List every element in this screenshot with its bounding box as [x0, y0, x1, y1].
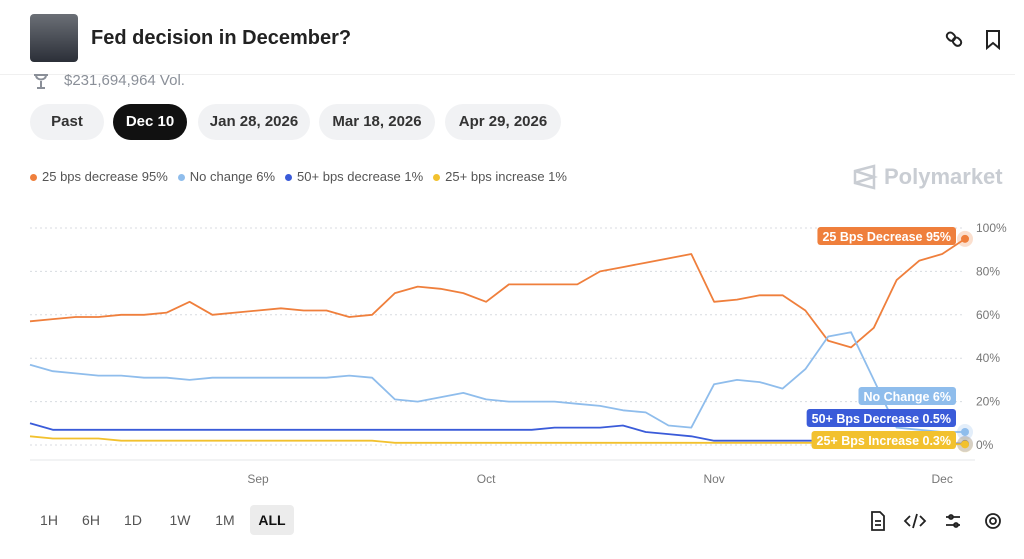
end-label-box — [858, 387, 956, 405]
end-dot — [961, 427, 969, 436]
x-tick-label: Nov — [703, 472, 724, 486]
chart-tools[interactable] — [868, 510, 1008, 532]
legend-item: 25+ bps increase 1% — [433, 169, 567, 184]
watermark-logo — [853, 164, 878, 190]
end-dot — [961, 440, 969, 449]
y-tick-label: 0% — [976, 438, 994, 452]
y-tick-label: 100% — [976, 221, 1007, 235]
header-icons[interactable] — [944, 28, 1004, 50]
legend-label: No change 6% — [189, 169, 276, 184]
series-line — [29, 435, 966, 446]
legend-dot — [285, 174, 293, 182]
chart: 0% 20% 40% 60% 80% 100% Sep Oct Nov Dec 25 Bps Dec… — [29, 221, 1007, 486]
end-label-box — [811, 431, 956, 449]
legend-dot — [177, 174, 185, 182]
date-tab[interactable]: Apr 29, 2026 — [445, 104, 561, 140]
y-tick-label: 20% — [976, 395, 1000, 409]
legend-label: 25+ bps increase 1% — [445, 169, 567, 184]
date-tab[interactable]: Mar 18, 2026 — [319, 104, 435, 140]
end-label: 50+ Bps Decrease 0.5% — [812, 412, 951, 426]
market-title: Fed decision in December? — [91, 27, 352, 49]
x-tick-label: Dec — [932, 472, 953, 486]
series-line — [29, 238, 966, 349]
end-label-box — [806, 409, 956, 427]
legend-label: 25 bps decrease 95% — [42, 169, 168, 184]
range-button[interactable]: 1H — [40, 512, 58, 528]
y-tick-label: 60% — [976, 308, 1000, 322]
legend-dot — [433, 174, 441, 182]
date-tab[interactable]: Past — [30, 104, 104, 140]
date-tab[interactable]: Dec 10 — [113, 104, 187, 140]
market-avatar — [30, 14, 78, 62]
series-line — [29, 422, 966, 445]
y-tick-label: 80% — [976, 264, 1000, 278]
legend: 25 bps decrease 95% No change 6% 50+ bps d… — [30, 169, 567, 184]
end-label: 25 Bps Decrease 95% — [822, 230, 951, 244]
range-button[interactable]: 1D — [124, 512, 142, 528]
end-label: No Change 6% — [863, 390, 951, 404]
x-tick-label: Sep — [247, 472, 269, 486]
series-line — [29, 331, 965, 433]
legend-item: 25 bps decrease 95% — [30, 169, 168, 184]
watermark-text: Polymarket — [884, 164, 1003, 189]
y-tick-label: 40% — [976, 351, 1000, 365]
volume: $231,694,964 Vol. — [64, 72, 185, 89]
legend-item: 50+ bps decrease 1% — [285, 169, 423, 184]
legend-item: No change 6% — [177, 169, 276, 184]
legend-label: 50+ bps decrease 1% — [297, 169, 424, 184]
divider — [0, 74, 1015, 75]
legend-dot — [30, 174, 37, 182]
range-button[interactable]: 1W — [169, 512, 191, 528]
range-button[interactable]: 6H — [82, 512, 100, 528]
trophy-icon — [34, 74, 48, 89]
end-label-box — [817, 227, 956, 245]
range-button[interactable]: 1M — [215, 512, 235, 528]
end-label: 25+ Bps Increase 0.3% — [817, 434, 951, 448]
date-tab[interactable]: Jan 28, 2026 — [198, 104, 310, 140]
watermark: Polymarket — [852, 164, 1003, 190]
x-tick-label: Oct — [477, 472, 496, 486]
range-button[interactable]: ALL — [250, 505, 294, 535]
end-dot — [961, 234, 969, 243]
